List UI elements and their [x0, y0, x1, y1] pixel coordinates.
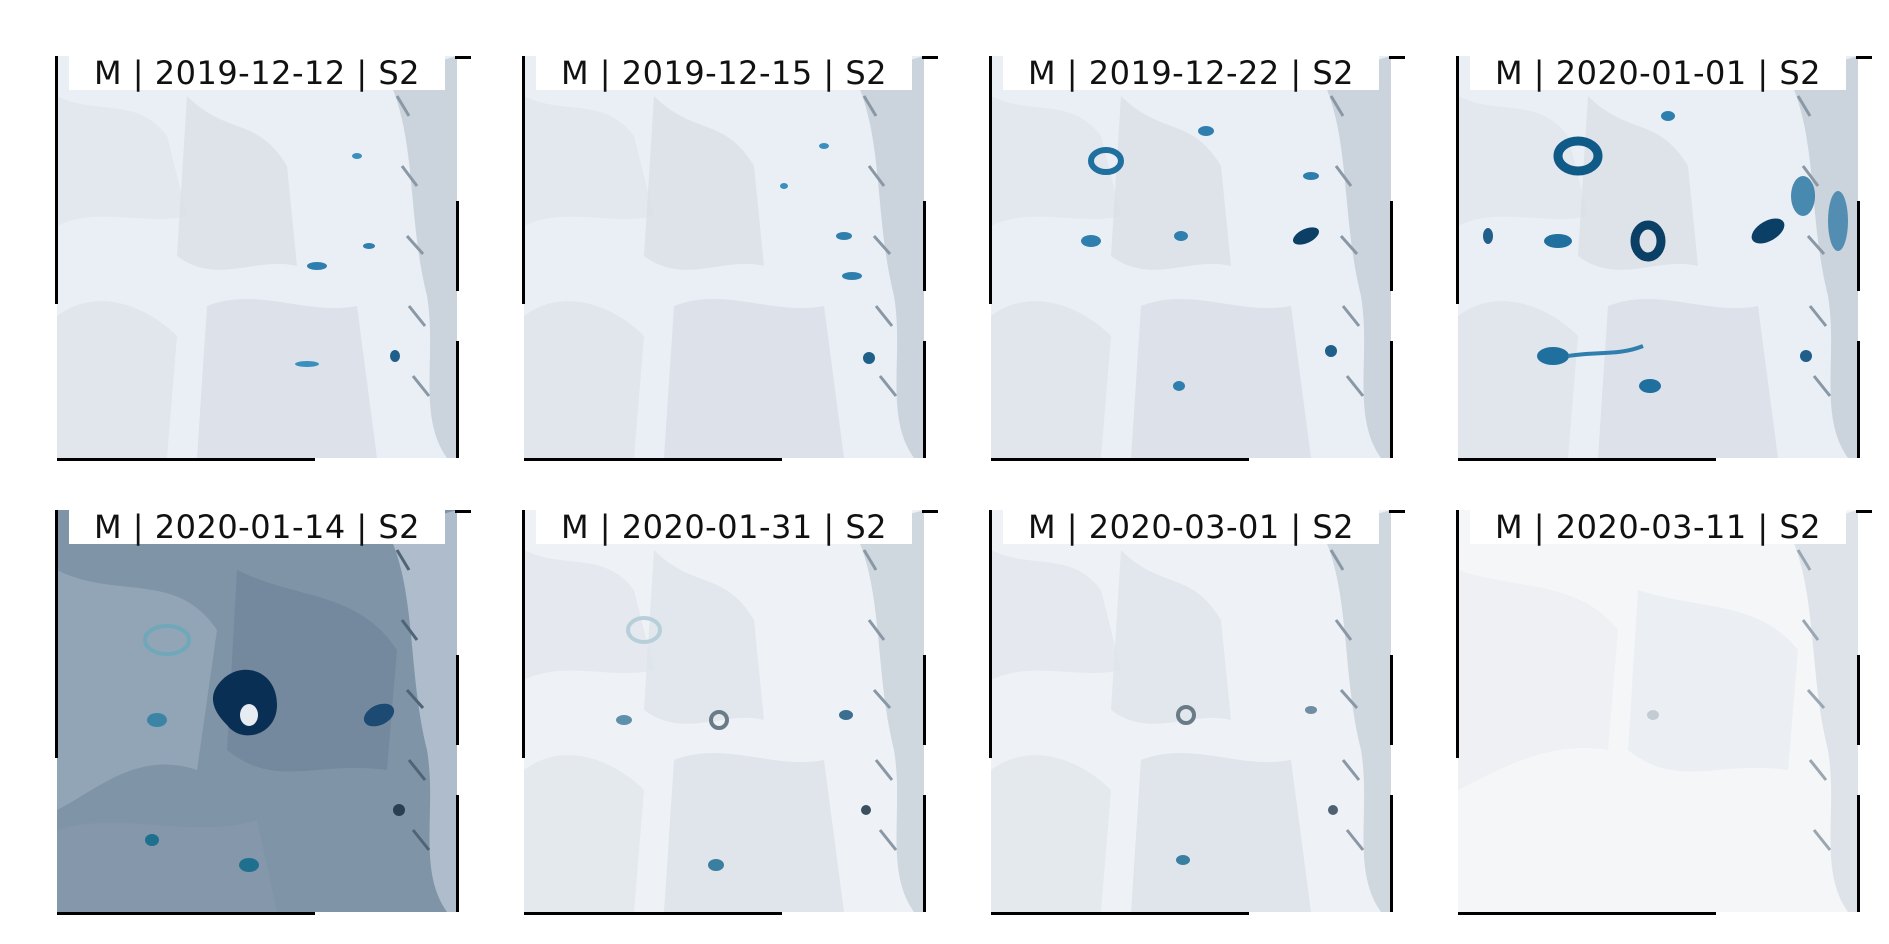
axis-spine-right [1390, 56, 1393, 458]
axis-spine-bottom [57, 458, 315, 461]
panel-title: M | 2019-12-12 | S2 [69, 56, 445, 90]
panel-title: M | 2020-01-31 | S2 [536, 510, 912, 544]
axis-spine-left [989, 56, 992, 304]
panel-8: M | 2020-03-11 | S2 [1456, 510, 1872, 915]
axis-spine-bottom [57, 912, 315, 915]
axis-spine-bottom [991, 912, 1249, 915]
satellite-image [991, 56, 1391, 458]
axis-tick [1856, 510, 1872, 513]
panel-4: M | 2020-01-01 | S2 [1456, 56, 1872, 461]
panel-1: M | 2019-12-12 | S2 [55, 56, 471, 461]
axis-spine-right [923, 56, 926, 458]
axis-tick [455, 56, 471, 59]
axis-spine-left [522, 510, 525, 758]
satellite-image [57, 510, 457, 912]
axis-spine-left [1456, 56, 1459, 304]
axis-spine-left [55, 56, 58, 304]
panel-6: M | 2020-01-31 | S2 [522, 510, 938, 915]
axis-spine-bottom [524, 458, 782, 461]
axis-spine-right [1857, 56, 1860, 458]
axis-tick [1856, 56, 1872, 59]
axis-spine-bottom [991, 458, 1249, 461]
axis-spine-left [55, 510, 58, 758]
axis-spine-right [1390, 510, 1393, 912]
panel-title: M | 2019-12-15 | S2 [536, 56, 912, 90]
axis-spine-right [456, 510, 459, 912]
axis-spine-right [1857, 510, 1860, 912]
axis-spine-right [456, 56, 459, 458]
satellite-image [524, 56, 924, 458]
panel-3: M | 2019-12-22 | S2 [989, 56, 1405, 461]
axis-tick [922, 510, 938, 513]
panel-title: M | 2019-12-22 | S2 [1003, 56, 1379, 90]
axis-tick [455, 510, 471, 513]
axis-spine-bottom [1458, 912, 1716, 915]
panel-title: M | 2020-01-14 | S2 [69, 510, 445, 544]
axis-tick [1389, 510, 1405, 513]
axis-spine-right [923, 510, 926, 912]
satellite-image [57, 56, 457, 458]
axis-spine-left [522, 56, 525, 304]
axis-tick [1389, 56, 1405, 59]
panel-title: M | 2020-03-01 | S2 [1003, 510, 1379, 544]
satellite-image [524, 510, 924, 912]
axis-spine-bottom [524, 912, 782, 915]
panel-title: M | 2020-03-11 | S2 [1470, 510, 1846, 544]
panel-2: M | 2019-12-15 | S2 [522, 56, 938, 461]
axis-spine-bottom [1458, 458, 1716, 461]
satellite-image [991, 510, 1391, 912]
axis-spine-left [989, 510, 992, 758]
axis-spine-left [1456, 510, 1459, 758]
panel-5: M | 2020-01-14 | S2 [55, 510, 471, 915]
panel-title: M | 2020-01-01 | S2 [1470, 56, 1846, 90]
axis-tick [922, 56, 938, 59]
satellite-image [1458, 510, 1858, 912]
satellite-image [1458, 56, 1858, 458]
panel-7: M | 2020-03-01 | S2 [989, 510, 1405, 915]
